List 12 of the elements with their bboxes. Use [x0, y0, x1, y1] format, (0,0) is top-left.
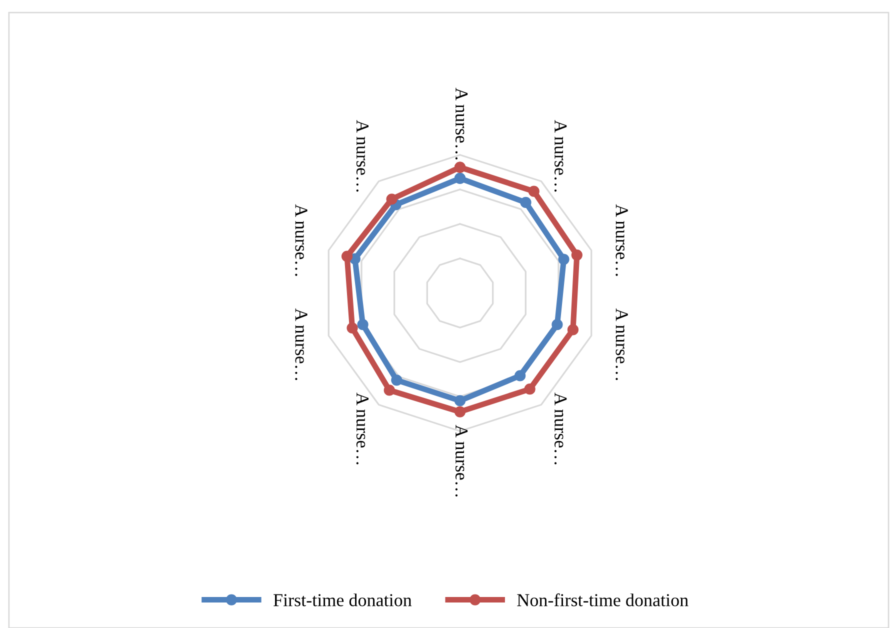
- spoke-label: A nurse…: [554, 392, 567, 464]
- spoke-label: A nurse…: [356, 392, 369, 464]
- legend-label: First-time donation: [274, 594, 412, 606]
- spoke-label: A nurse…: [455, 424, 468, 496]
- spoke-label: A nurse…: [616, 204, 628, 276]
- legend-label: Non-first-time donation: [517, 593, 688, 606]
- spoke-label: A nurse…: [455, 88, 468, 160]
- spoke-label: A nurse…: [295, 308, 308, 380]
- spoke-label: A nurse…: [616, 308, 628, 380]
- spoke-label: A nurse…: [356, 120, 369, 192]
- spoke-label: A nurse…: [295, 204, 308, 276]
- spoke-label: A nurse…: [554, 120, 567, 192]
